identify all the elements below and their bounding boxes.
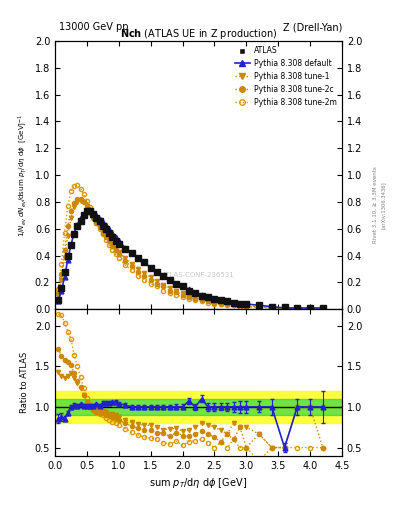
Text: 13000 GeV pp: 13000 GeV pp xyxy=(59,22,129,32)
Title: $\bf{Nch}$ (ATLAS UE in Z production): $\bf{Nch}$ (ATLAS UE in Z production) xyxy=(120,27,277,41)
Y-axis label: $1/N_{ev}$ $dN_{ev}$/dsum $p_T$/d$\eta$ d$\phi$  [GeV]$^{-1}$: $1/N_{ev}$ $dN_{ev}$/dsum $p_T$/d$\eta$ … xyxy=(17,113,29,237)
Y-axis label: Ratio to ATLAS: Ratio to ATLAS xyxy=(20,352,29,413)
Text: Z (Drell-Yan): Z (Drell-Yan) xyxy=(283,22,342,32)
Text: [arXiv:1306.3436]: [arXiv:1306.3436] xyxy=(381,181,386,229)
Text: ATLAS-CONF-236531: ATLAS-CONF-236531 xyxy=(162,272,235,278)
Text: Rivet 3.1.10, ≥ 3.3M events: Rivet 3.1.10, ≥ 3.3M events xyxy=(373,166,378,243)
Legend: ATLAS, Pythia 8.308 default, Pythia 8.308 tune-1, Pythia 8.308 tune-2c, Pythia 8: ATLAS, Pythia 8.308 default, Pythia 8.30… xyxy=(233,45,338,108)
X-axis label: sum $p_T$/d$\eta$ d$\phi$ [GeV]: sum $p_T$/d$\eta$ d$\phi$ [GeV] xyxy=(149,476,248,490)
